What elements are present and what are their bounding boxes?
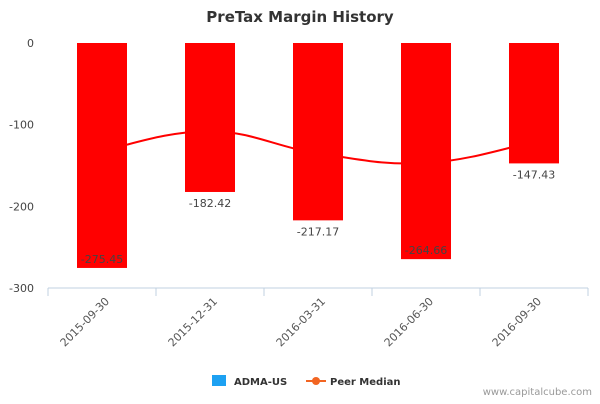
peer-median-line (101, 130, 535, 165)
data-label: -182.42 (189, 197, 231, 210)
data-label: -264.66 (405, 244, 447, 257)
watermark: www.capitalcube.com (483, 387, 592, 398)
x-tick-label: 2016-06-30 (382, 295, 436, 349)
bar-2016-09-30 (509, 43, 559, 164)
data-label: -217.17 (297, 225, 339, 238)
y-tick-label: -300 (9, 282, 34, 295)
legend-label-adma: ADMA-US (234, 377, 287, 388)
legend-marker-peer (312, 377, 320, 385)
bar-2016-03-31 (293, 43, 343, 221)
x-tick-label: 2015-09-30 (58, 295, 112, 349)
chart-title: PreTax Margin History (206, 8, 394, 26)
y-tick-label: 0 (27, 37, 34, 50)
x-tick-label: 2016-09-30 (490, 295, 544, 349)
bar-2015-12-31 (185, 43, 235, 192)
x-tick-label: 2015-12-31 (166, 295, 220, 349)
data-label: -275.45 (81, 253, 123, 266)
legend-label-peer: Peer Median (330, 377, 401, 388)
bar-2016-06-30 (401, 43, 451, 260)
bar-2015-09-30 (77, 43, 127, 268)
y-tick-label: -100 (9, 119, 34, 132)
legend-swatch-adma (212, 375, 226, 386)
data-label: -147.43 (513, 168, 555, 181)
legend: ADMA-US Peer Median (212, 375, 401, 388)
x-tick-label: 2016-03-31 (274, 295, 328, 349)
y-tick-label: -200 (9, 200, 34, 213)
